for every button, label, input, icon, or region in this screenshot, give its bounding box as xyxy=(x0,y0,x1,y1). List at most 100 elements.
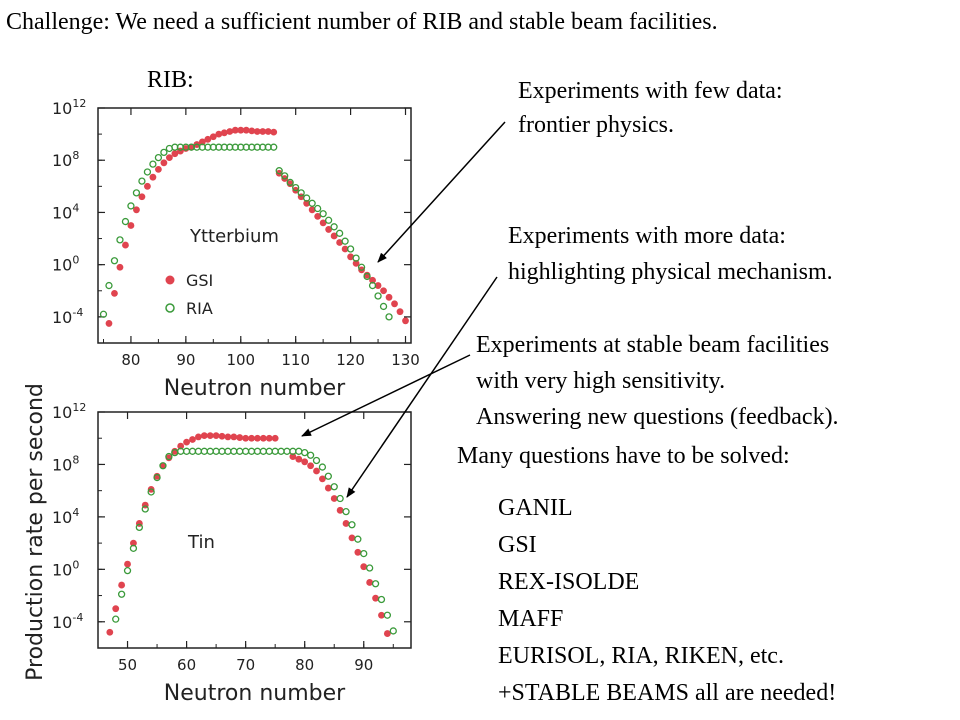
facility-item: GANIL xyxy=(498,495,573,521)
data-point-gsi xyxy=(200,432,208,439)
note-physical-mechanism: Experiments with more data: highlighting… xyxy=(508,218,833,290)
data-point-ria xyxy=(330,223,338,231)
challenge-heading: Challenge: We need a sufficient number o… xyxy=(6,9,718,35)
data-point-gsi xyxy=(289,453,297,460)
many-questions-text: Many questions have to be solved: xyxy=(457,443,790,469)
data-point-ria xyxy=(342,507,350,516)
data-point-gsi xyxy=(354,548,362,556)
data-point-ria xyxy=(182,447,191,455)
chart-tin: 1012 108 104 100 10-4 50 60 70 80 90 Neutron numbe… xyxy=(52,401,412,706)
data-point-ria xyxy=(295,447,303,455)
data-point-gsi xyxy=(206,432,214,439)
data-point-ria xyxy=(366,564,374,572)
data-point-ria xyxy=(143,168,152,176)
data-point-gsi xyxy=(224,433,232,441)
data-point-ria xyxy=(374,292,382,300)
data-point-ria xyxy=(277,447,285,455)
legend-label: GSI xyxy=(186,271,213,290)
data-point-gsi xyxy=(313,467,320,475)
data-point-ria xyxy=(336,494,344,503)
data-point-gsi xyxy=(105,320,113,327)
data-point-ria xyxy=(241,447,250,455)
x-tick-label: 100 xyxy=(226,351,255,369)
data-point-gsi xyxy=(212,432,220,439)
legend-label: RIA xyxy=(186,299,213,318)
data-point-ria xyxy=(341,237,349,245)
data-point-gsi xyxy=(330,495,338,502)
data-point-ria xyxy=(312,456,321,465)
data-point-ria xyxy=(236,447,244,455)
data-point-ria xyxy=(335,229,344,237)
data-point-ria xyxy=(165,452,173,461)
data-point-ria xyxy=(368,281,377,290)
note-line: Answering new questions (feedback). xyxy=(476,404,839,430)
data-point-ria xyxy=(306,451,315,459)
data-point-ria xyxy=(154,153,163,162)
data-point-ria xyxy=(379,302,388,311)
data-point-gsi xyxy=(183,438,190,446)
data-point-gsi xyxy=(366,579,374,586)
x-tick-label: 90 xyxy=(176,351,195,369)
data-point-ria xyxy=(153,473,161,482)
x-tick-label: 70 xyxy=(236,656,255,674)
data-point-gsi xyxy=(383,630,391,637)
facility-item: +STABLE BEAMS all are needed! xyxy=(498,680,837,706)
data-point-ria xyxy=(275,167,283,175)
data-point-gsi xyxy=(155,165,162,173)
data-point-gsi xyxy=(402,317,409,325)
y-tick-label: 108 xyxy=(52,453,79,474)
data-point-ria xyxy=(230,447,238,455)
data-point-gsi xyxy=(308,206,316,214)
data-point-gsi xyxy=(319,219,327,227)
data-point-gsi xyxy=(307,462,315,470)
data-point-ria xyxy=(297,189,305,197)
data-point-gsi xyxy=(106,628,114,636)
y-tick-label: 108 xyxy=(52,149,79,170)
data-point-gsi xyxy=(237,126,245,134)
data-point-ria xyxy=(247,447,256,455)
element-label: Ytterbium xyxy=(189,226,279,247)
data-point-ria xyxy=(123,566,132,575)
data-point-gsi xyxy=(265,434,273,442)
data-point-gsi xyxy=(336,239,344,246)
data-point-gsi xyxy=(122,241,129,249)
data-point-ria xyxy=(308,199,316,207)
legend-marker-ria xyxy=(165,303,175,313)
data-point-gsi xyxy=(396,308,404,316)
y-tick-label: 100 xyxy=(52,558,79,579)
data-point-gsi xyxy=(144,182,151,190)
data-point-ria xyxy=(116,236,124,244)
note-stable-beam: Experiments at stable beam facilities wi… xyxy=(476,327,839,435)
data-point-gsi xyxy=(314,212,322,220)
data-point-gsi xyxy=(198,138,206,146)
y-tick-label: 104 xyxy=(52,506,79,527)
note-line: Experiments with more data: xyxy=(508,223,786,249)
x-tick-label: 50 xyxy=(118,656,137,674)
facility-item: GSI xyxy=(498,532,537,558)
annotation-arrows xyxy=(301,121,506,498)
data-point-gsi xyxy=(111,289,118,297)
data-point-gsi xyxy=(236,434,244,441)
data-point-gsi xyxy=(127,222,135,229)
data-point-ria xyxy=(160,148,168,157)
note-line: frontier physics. xyxy=(518,112,674,138)
data-point-ria xyxy=(348,521,356,529)
y-tick-label: 10-4 xyxy=(52,306,83,327)
data-point-ria xyxy=(265,447,273,455)
x-tick-label: 120 xyxy=(336,351,365,369)
data-point-ria xyxy=(319,210,327,218)
data-point-ria xyxy=(313,204,322,213)
data-point-gsi xyxy=(336,506,344,514)
data-point-ria xyxy=(281,172,289,180)
data-point-ria xyxy=(99,310,108,318)
note-frontier-physics: Experiments with few data: frontier phys… xyxy=(518,74,783,142)
data-point-ria xyxy=(224,447,232,455)
data-point-ria xyxy=(259,447,268,455)
x-tick-label: 110 xyxy=(281,351,310,369)
x-axis-label: Neutron number xyxy=(164,376,346,401)
data-point-gsi xyxy=(259,128,267,135)
data-point-gsi xyxy=(347,253,354,261)
y-tick-label: 10-4 xyxy=(52,611,83,632)
data-point-ria xyxy=(206,447,214,455)
data-point-gsi xyxy=(385,293,393,301)
